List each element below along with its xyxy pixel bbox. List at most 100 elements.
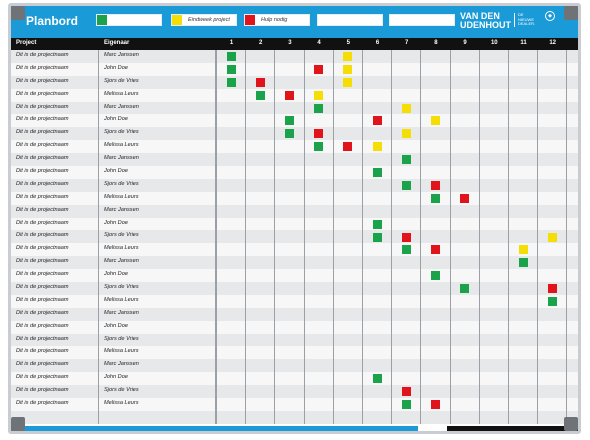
table-row[interactable]: [11, 410, 578, 424]
table-row[interactable]: Dit is de projectnaam Sjors de Vries: [11, 385, 578, 399]
table-row[interactable]: Dit is de projectnaam Sjors de Vries: [11, 127, 578, 141]
owner-name: Melissa Leurs: [104, 90, 139, 97]
table-row[interactable]: Dit is de projectnaam Melissa Leurs: [11, 243, 578, 257]
owner-name: Sjors de Vries: [104, 232, 139, 239]
table-row[interactable]: Dit is de projectnaam Marc Janssen: [11, 101, 578, 115]
status-magnet-green[interactable]: [314, 103, 324, 113]
status-magnet-green[interactable]: [430, 271, 440, 281]
table-row[interactable]: Dit is de projectnaam Marc Janssen: [11, 153, 578, 167]
table-row[interactable]: Dit is de projectnaam John Doe: [11, 269, 578, 283]
status-magnet-red[interactable]: [372, 116, 382, 126]
week-header-4: 4: [317, 40, 321, 46]
board-title: Planbord: [26, 14, 79, 28]
board-header: Planbord Eindweek project Hulp nodig VAN …: [11, 6, 578, 38]
legend-label: Hulp nodig: [261, 17, 288, 23]
status-magnet-yellow[interactable]: [343, 77, 353, 87]
owner-name: John Doe: [104, 168, 128, 175]
project-name: Dit is de projectnaam: [16, 180, 69, 187]
table-row[interactable]: Dit is de projectnaam John Doe: [11, 166, 578, 179]
status-magnet-green[interactable]: [547, 297, 557, 306]
grid-line: [98, 50, 99, 424]
table-row[interactable]: Dit is de projectnaam Melissa Leurs: [11, 294, 578, 308]
corner-tl: [11, 6, 25, 20]
status-magnet-red[interactable]: [284, 90, 294, 100]
owner-name: Sjors de Vries: [104, 284, 139, 291]
status-magnet-green[interactable]: [401, 180, 411, 190]
grid-line: [245, 50, 247, 424]
status-magnet-green[interactable]: [226, 77, 236, 87]
table-row[interactable]: Dit is de projectnaam John Doe: [11, 114, 578, 128]
status-magnet-red[interactable]: [401, 232, 411, 242]
legend-item-1: [96, 14, 162, 26]
table-row[interactable]: Dit is de projectnaam Sjors de Vries: [11, 333, 578, 347]
status-magnet-red[interactable]: [460, 193, 470, 203]
status-magnet-green[interactable]: [284, 116, 294, 126]
owner-name: Marc Janssen: [104, 309, 139, 316]
table-row[interactable]: Dit is de projectnaam Melissa Leurs: [11, 140, 578, 154]
status-magnet-red[interactable]: [430, 245, 440, 255]
table-row[interactable]: Dit is de projectnaam Melissa Leurs: [11, 88, 578, 102]
status-magnet-yellow[interactable]: [547, 232, 557, 242]
status-magnet-green[interactable]: [401, 400, 411, 410]
table-row[interactable]: Dit is de projectnaam Sjors de Vries: [11, 178, 578, 192]
status-magnet-yellow[interactable]: [430, 116, 440, 126]
status-magnet-yellow[interactable]: [343, 51, 353, 61]
status-magnet-green[interactable]: [372, 219, 382, 229]
status-magnet-green[interactable]: [518, 258, 528, 268]
legend-label: Eindweek project: [188, 17, 230, 23]
status-magnet-green[interactable]: [226, 64, 236, 74]
status-magnet-green[interactable]: [401, 155, 411, 165]
status-magnet-yellow[interactable]: [518, 245, 528, 255]
table-row[interactable]: Dit is de projectnaam Marc Janssen: [11, 359, 578, 373]
status-magnet-red[interactable]: [430, 180, 440, 190]
table-row[interactable]: Dit is de projectnaam John Doe: [11, 217, 578, 231]
week-header-7: 7: [405, 40, 409, 46]
table-row[interactable]: Dit is de projectnaam John Doe: [11, 62, 578, 76]
status-magnet-green[interactable]: [372, 374, 382, 384]
project-name: Dit is de projectnaam: [16, 258, 69, 265]
status-magnet-red[interactable]: [255, 77, 265, 87]
status-magnet-green[interactable]: [284, 129, 294, 139]
status-magnet-green[interactable]: [314, 142, 324, 152]
table-row[interactable]: Dit is de projectnaam John Doe: [11, 320, 578, 334]
project-name: Dit is de projectnaam: [16, 284, 69, 291]
status-magnet-red[interactable]: [314, 64, 324, 74]
table-row[interactable]: Dit is de projectnaam Melissa Leurs: [11, 346, 578, 360]
project-name: Dit is de projectnaam: [16, 206, 69, 213]
status-magnet-yellow[interactable]: [314, 90, 324, 100]
status-magnet-red[interactable]: [401, 387, 411, 397]
table-row[interactable]: Dit is de projectnaam Marc Janssen: [11, 50, 578, 63]
table-row[interactable]: Dit is de projectnaam Sjors de Vries: [11, 75, 578, 89]
table-row[interactable]: Dit is de projectnaam Melissa Leurs: [11, 191, 578, 205]
project-name: Dit is de projectnaam: [16, 129, 69, 136]
status-magnet-green[interactable]: [255, 90, 265, 100]
status-magnet-red[interactable]: [343, 142, 353, 152]
table-row[interactable]: Dit is de projectnaam Marc Janssen: [11, 204, 578, 218]
project-name: Dit is de projectnaam: [16, 271, 69, 278]
column-header-owner: Eigenaar: [104, 40, 130, 46]
table-row[interactable]: Dit is de projectnaam Marc Janssen: [11, 256, 578, 270]
table-row[interactable]: Dit is de projectnaam John Doe: [11, 372, 578, 386]
status-magnet-red[interactable]: [547, 284, 557, 294]
status-magnet-red[interactable]: [314, 129, 324, 139]
legend-item-3: Hulp nodig: [244, 14, 310, 26]
status-magnet-yellow[interactable]: [401, 103, 411, 113]
table-row[interactable]: Dit is de projectnaam Sjors de Vries: [11, 282, 578, 295]
owner-name: Melissa Leurs: [104, 245, 139, 252]
status-magnet-green[interactable]: [372, 168, 382, 177]
status-magnet-green[interactable]: [401, 245, 411, 255]
status-magnet-red[interactable]: [430, 400, 440, 410]
status-magnet-green[interactable]: [430, 193, 440, 203]
status-magnet-yellow[interactable]: [401, 129, 411, 139]
table-row[interactable]: Dit is de projectnaam Melissa Leurs: [11, 398, 578, 411]
week-header-11: 11: [520, 40, 527, 46]
status-magnet-green[interactable]: [372, 232, 382, 242]
table-row[interactable]: Dit is de projectnaam Sjors de Vries: [11, 230, 578, 244]
table-row[interactable]: Dit is de projectnaam Marc Janssen: [11, 307, 578, 321]
owner-name: Marc Janssen: [104, 103, 139, 110]
status-magnet-green[interactable]: [226, 51, 236, 61]
status-magnet-yellow[interactable]: [343, 64, 353, 74]
status-magnet-yellow[interactable]: [372, 142, 382, 152]
status-magnet-green[interactable]: [460, 284, 470, 294]
project-name: Dit is de projectnaam: [16, 77, 69, 84]
